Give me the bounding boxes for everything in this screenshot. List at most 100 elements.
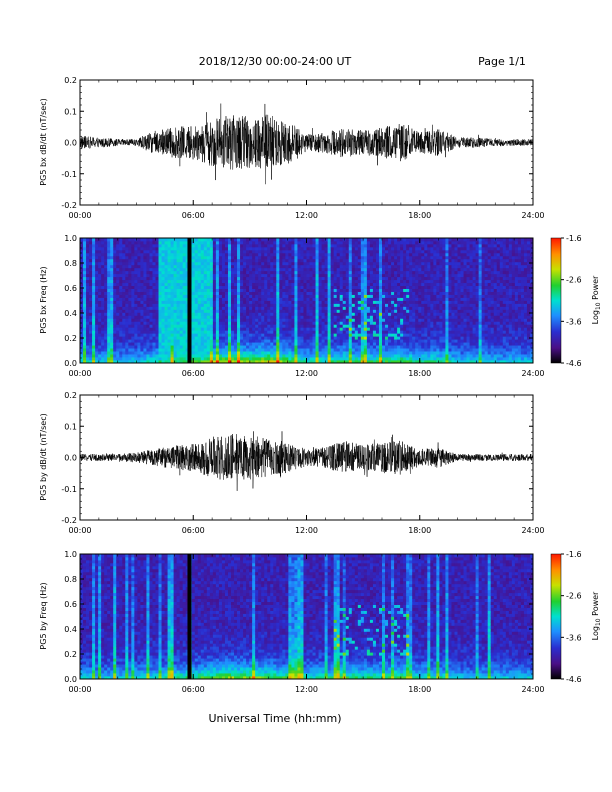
heatmap-cell — [98, 282, 102, 287]
heatmap-cell — [95, 252, 99, 257]
heatmap-cell — [234, 306, 238, 310]
heatmap-cell — [273, 324, 277, 328]
heatmap-cell — [406, 240, 410, 245]
heatmap-cell — [101, 351, 105, 355]
heatmap-cell — [243, 345, 247, 349]
heatmap-cell — [246, 333, 250, 337]
heatmap-cell — [131, 309, 135, 313]
heatmap-cell — [427, 252, 431, 257]
heatmap-cell — [333, 291, 338, 295]
heatmap-cell — [324, 276, 329, 281]
heatmap-cell — [415, 327, 419, 331]
heatmap-cell — [143, 255, 147, 260]
heatmap-cell — [218, 345, 223, 349]
heatmap-cell — [327, 351, 332, 355]
heatmap-cell — [418, 336, 422, 340]
heatmap-cell — [418, 279, 422, 284]
heatmap-cell — [209, 360, 214, 364]
heatmap-cell — [397, 312, 401, 316]
heatmap-cell — [385, 261, 389, 266]
heatmap-cell — [185, 318, 190, 322]
heatmap-cell — [212, 345, 217, 349]
heatmap-cell — [203, 318, 208, 322]
heatmap-cell — [309, 309, 313, 313]
heatmap-cell — [122, 345, 126, 349]
heatmap-cell — [194, 339, 199, 343]
heatmap-cell — [282, 327, 286, 331]
heatmap-cell — [107, 306, 111, 310]
heatmap-cell — [375, 345, 380, 349]
heatmap-cell — [406, 255, 410, 260]
heatmap-cell — [161, 291, 165, 295]
heatmap-cell — [167, 327, 171, 331]
heatmap-cell — [415, 321, 419, 325]
heatmap-cell — [234, 297, 238, 301]
heatmap-cell — [285, 345, 289, 349]
heatmap-cell — [176, 336, 181, 340]
heatmap-cell — [149, 342, 153, 346]
heatmap-cell — [119, 321, 123, 325]
heatmap-cell — [282, 336, 286, 340]
heatmap-cell — [83, 261, 87, 266]
heatmap-cell — [95, 276, 99, 281]
heatmap-cell — [143, 318, 147, 322]
heatmap-cell — [336, 357, 341, 361]
heatmap-cell — [294, 324, 298, 328]
heatmap-cell — [161, 312, 165, 316]
heatmap-cell — [318, 303, 322, 307]
heatmap-cell — [351, 282, 356, 287]
heatmap-cell — [221, 333, 226, 337]
heatmap-cell — [306, 315, 310, 319]
heatmap-cell — [161, 342, 165, 346]
heatmap-cell — [388, 333, 392, 337]
heatmap-cell — [354, 360, 359, 364]
heatmap-cell — [122, 249, 126, 254]
heatmap-cell — [101, 285, 105, 289]
heatmap-cell — [303, 294, 307, 298]
heatmap-cell — [421, 315, 425, 319]
heatmap-cell — [309, 255, 313, 260]
heatmap-cell — [336, 238, 341, 242]
heatmap-cell — [363, 336, 368, 340]
heatmap-cell — [327, 342, 332, 346]
heatmap-cell — [122, 261, 126, 266]
heatmap-cell — [89, 240, 93, 245]
heatmap-cell — [89, 354, 93, 358]
heatmap-cell — [137, 303, 141, 307]
heatmap-cell — [360, 249, 365, 254]
heatmap-cell — [122, 243, 126, 248]
heatmap-cell — [409, 288, 413, 292]
heatmap-cell — [143, 306, 147, 310]
heatmap-cell — [101, 348, 105, 352]
heatmap-cell — [294, 285, 298, 289]
heatmap-cell — [382, 309, 386, 313]
heatmap-cell — [191, 315, 196, 319]
heatmap-cell — [291, 282, 295, 287]
heatmap-cell — [382, 303, 386, 307]
heatmap-cell — [294, 264, 298, 269]
heatmap-cell — [89, 360, 93, 364]
heatmap-cell — [107, 312, 111, 316]
heatmap-cell — [409, 354, 413, 358]
heatmap-cell — [83, 357, 87, 361]
heatmap-cell — [86, 354, 90, 358]
heatmap-cell — [98, 303, 102, 307]
heatmap-cell — [385, 330, 389, 334]
heatmap-cell — [312, 315, 316, 319]
heatmap-cell — [345, 360, 350, 364]
heatmap-cell — [363, 252, 368, 257]
heatmap-cell — [140, 270, 144, 275]
heatmap-cell — [318, 255, 322, 260]
heatmap-cell — [394, 348, 398, 352]
heatmap-cell — [83, 243, 87, 248]
heatmap-cell — [95, 330, 99, 334]
heatmap-cell — [173, 345, 178, 349]
heatmap-cell — [330, 306, 335, 310]
heatmap-cell — [282, 312, 286, 316]
heatmap-cell — [309, 357, 313, 361]
heatmap-cell — [427, 273, 431, 278]
heatmap-cell — [421, 276, 425, 281]
heatmap-cell — [315, 354, 319, 358]
heatmap-cell — [351, 238, 356, 242]
heatmap-cell — [306, 357, 310, 361]
